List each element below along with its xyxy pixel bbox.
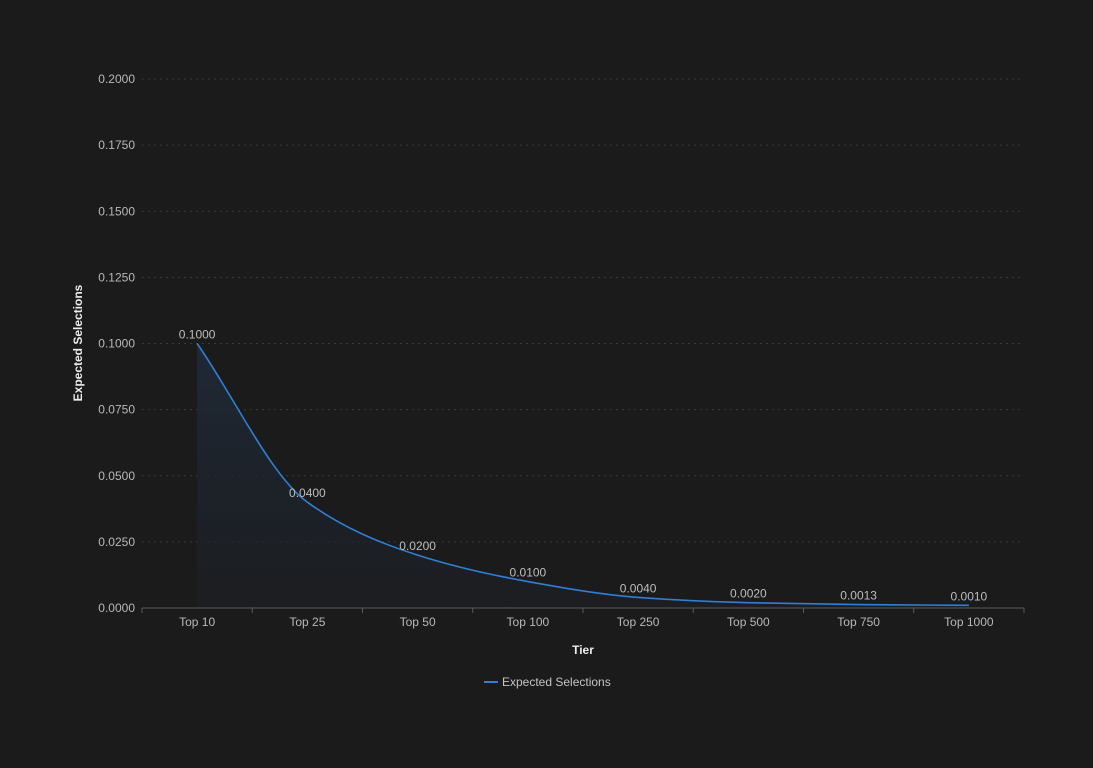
y-tick-label: 0.0750: [98, 403, 135, 417]
y-tick-label: 0.0500: [98, 469, 135, 483]
data-label: 0.0200: [399, 539, 436, 553]
data-label: 0.0040: [620, 581, 657, 595]
series-lines: [196, 343, 969, 607]
legend-label: Expected Selections: [502, 675, 611, 689]
x-tick-label: Top 250: [617, 615, 660, 629]
data-label: 0.1000: [179, 328, 216, 342]
y-tick-label: 0.1750: [98, 138, 135, 152]
x-tick-label: Top 100: [507, 615, 550, 629]
data-label: 0.0100: [510, 566, 547, 580]
series-line: [196, 343, 969, 607]
y-tick-label: 0.1250: [98, 270, 135, 284]
x-tick-label: Top 25: [289, 615, 325, 629]
series-area: [197, 343, 969, 608]
y-tick-label: 0.0000: [98, 601, 135, 615]
x-tick-label: Top 50: [400, 615, 436, 629]
area-fill: [197, 343, 969, 608]
x-tick-label: Top 1000: [944, 615, 994, 629]
legend[interactable]: Expected Selections: [484, 675, 611, 689]
data-label: 0.0010: [951, 589, 988, 603]
y-axis-title: Expected Selections: [71, 284, 85, 401]
data-labels: 0.1000 0.0400 0.0200 0.0100 0.0040 0.0020 0.00…: [179, 328, 988, 604]
x-axis-title: Tier: [572, 643, 594, 657]
data-label: 0.0020: [730, 587, 767, 601]
axes: 0.0000 0.0250 0.0500 0.0750 0.1000 0.1250 0.15…: [98, 72, 1025, 629]
data-label: 0.0400: [289, 486, 326, 500]
data-label: 0.0013: [840, 589, 877, 603]
x-tick-label: Top 500: [727, 615, 770, 629]
y-tick-label: 0.1500: [98, 204, 135, 218]
y-tick-label: 0.1000: [98, 337, 135, 351]
x-tick-label: Top 750: [837, 615, 880, 629]
x-tick-label: Top 10: [179, 615, 215, 629]
y-tick-label: 0.2000: [98, 72, 135, 86]
y-tick-label: 0.0250: [98, 535, 135, 549]
